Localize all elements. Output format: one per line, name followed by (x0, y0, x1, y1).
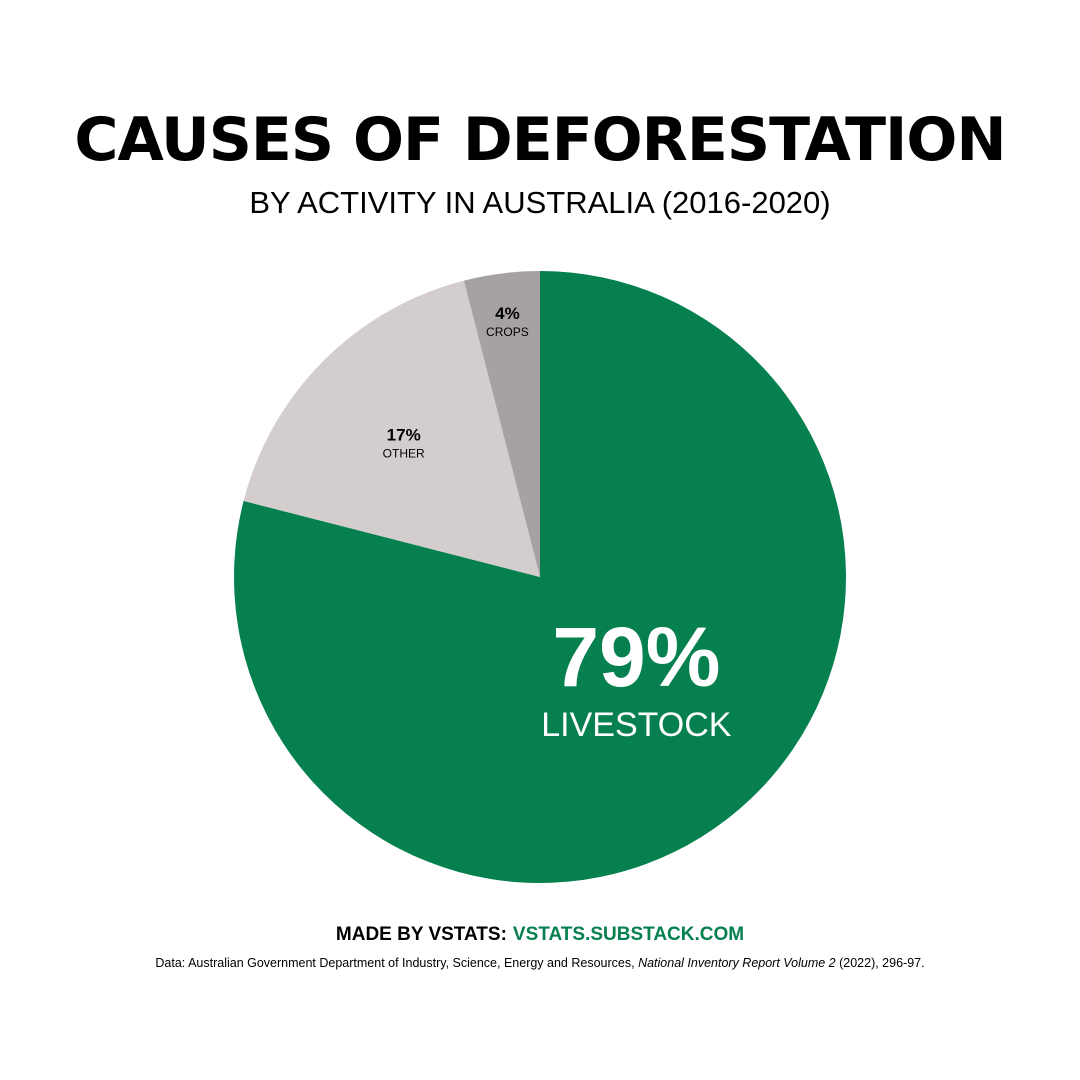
slice-value-label-other: 17% (387, 426, 421, 445)
source-suffix: (2022), 296-97. (835, 956, 925, 970)
source-title: National Inventory Report Volume 2 (638, 956, 836, 970)
chart-title: CAUSES OF DEFORESTATION (74, 105, 1006, 175)
pie-slice-other (243, 280, 540, 577)
slice-name-label-livestock: LIVESTOCK (541, 706, 732, 744)
slice-name-label-other: OTHER (383, 447, 425, 461)
slice-value-label-crops: 4% (495, 304, 520, 323)
source-prefix: Data: Australian Government Department o… (155, 956, 639, 970)
slice-value-label-livestock: 79% (552, 610, 720, 704)
pie-slice-crops (463, 271, 540, 577)
chart-subtitle: BY ACTIVITY IN AUSTRALIA (2016-2020) (249, 185, 831, 220)
credit-prefix: MADE BY VSTATS: (335, 924, 507, 945)
data-source: Data: Australian Government Department o… (0, 953, 1080, 973)
credit-line: MADE BY VSTATS: VSTATS.SUBSTACK.COM (0, 922, 1080, 948)
credit-link[interactable]: VSTATS.SUBSTACK.COM (512, 924, 745, 945)
slice-name-label-crops: CROPS (486, 325, 529, 339)
